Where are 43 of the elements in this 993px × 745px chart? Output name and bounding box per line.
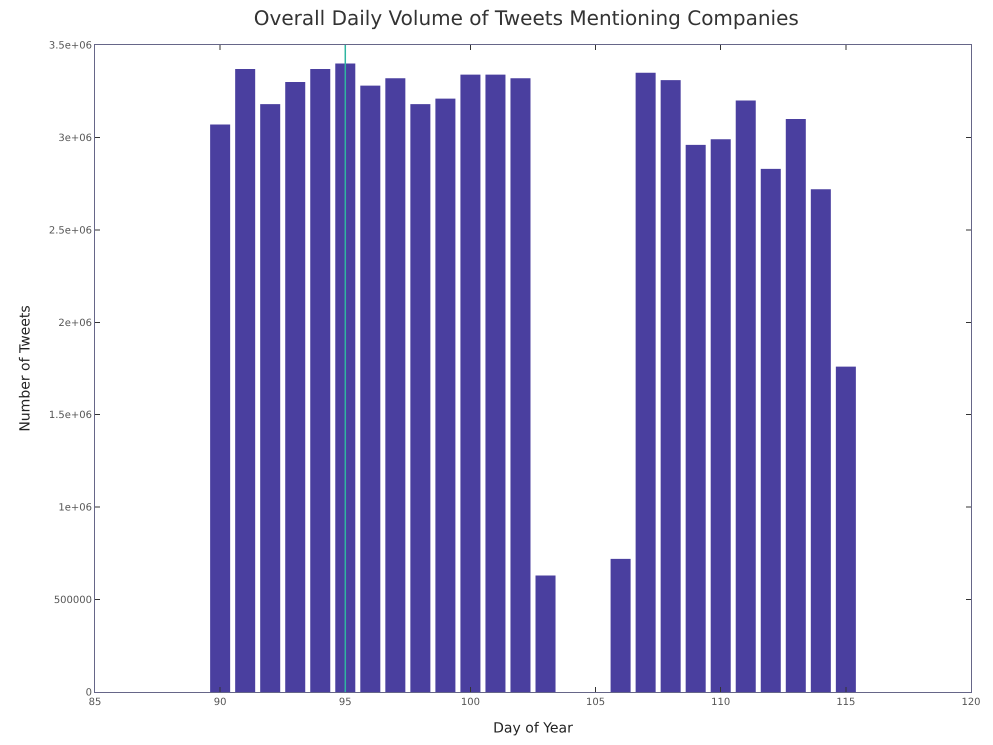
bar xyxy=(686,144,706,692)
bar xyxy=(310,69,330,692)
y-tick-label: 500000 xyxy=(54,595,92,606)
bar xyxy=(285,82,306,692)
y-tick-label: 3.5e+06 xyxy=(48,40,92,52)
bar xyxy=(385,78,406,692)
bar xyxy=(260,104,280,692)
bar xyxy=(410,104,430,692)
bar xyxy=(435,98,456,692)
bar xyxy=(660,80,681,692)
x-axis-title: Day of Year xyxy=(493,720,574,736)
chart-title: Overall Daily Volume of Tweets Mentioning Companies xyxy=(254,6,799,30)
bar xyxy=(510,78,530,692)
bar xyxy=(460,74,480,692)
bar xyxy=(485,74,506,692)
bar xyxy=(710,139,731,692)
y-tick-label: 0 xyxy=(86,688,92,698)
bar xyxy=(210,124,230,692)
y-tick-label: 1.5e+06 xyxy=(48,410,92,422)
bar xyxy=(736,100,756,692)
x-tick-label: 85 xyxy=(88,697,102,708)
y-tick-label: 2e+06 xyxy=(58,318,92,329)
x-tick-label: 105 xyxy=(586,697,606,708)
x-tick-label: 115 xyxy=(836,697,856,708)
x-tick-label: 120 xyxy=(961,697,981,708)
y-tick-label: 2.5e+06 xyxy=(48,225,92,236)
bar xyxy=(235,69,256,692)
bar xyxy=(836,366,856,692)
bar xyxy=(760,168,781,692)
bar xyxy=(610,558,631,692)
x-tick-label: 100 xyxy=(460,697,480,708)
bar xyxy=(335,63,356,692)
bar xyxy=(360,86,380,692)
bar xyxy=(536,576,556,692)
x-tick-label: 90 xyxy=(214,697,227,708)
x-tick-label: 95 xyxy=(338,697,352,708)
bar xyxy=(786,118,806,692)
y-tick-label: 3e+06 xyxy=(58,132,92,144)
x-tick-label: 110 xyxy=(711,697,730,708)
y-tick-label: 1e+06 xyxy=(58,502,92,514)
y-axis-title: Number of Tweets xyxy=(17,305,34,432)
bar xyxy=(636,72,656,692)
bar xyxy=(810,189,831,692)
